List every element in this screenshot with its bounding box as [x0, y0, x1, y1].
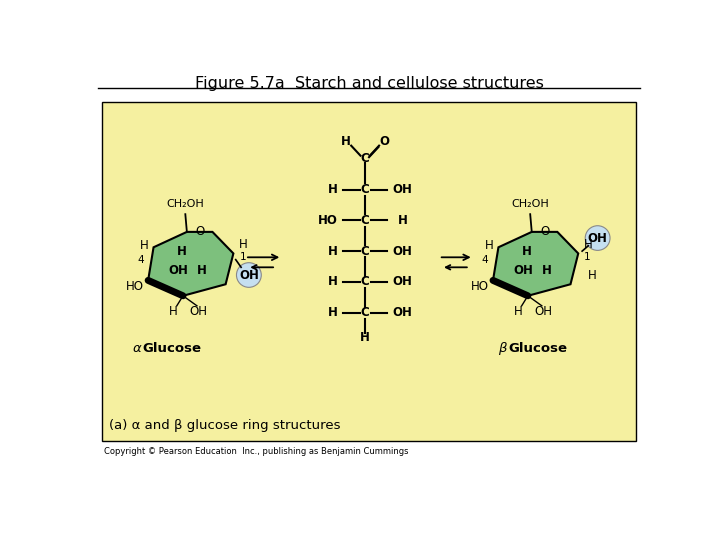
Text: H: H — [584, 238, 593, 251]
Text: Figure 5.7a  Starch and cellulose structures: Figure 5.7a Starch and cellulose structu… — [194, 76, 544, 91]
Text: H: H — [521, 245, 531, 259]
Text: Glucose: Glucose — [508, 342, 567, 355]
Text: Copyright © Pearson Education  Inc., publishing as Benjamin Cummings: Copyright © Pearson Education Inc., publ… — [104, 448, 408, 456]
Circle shape — [236, 262, 261, 287]
Text: H: H — [328, 306, 338, 319]
Text: OH: OH — [392, 306, 413, 319]
Text: CH₂OH: CH₂OH — [166, 199, 204, 209]
Bar — [102, 102, 636, 441]
Text: H: H — [197, 264, 207, 277]
Text: H: H — [328, 183, 338, 196]
Text: H: H — [514, 305, 523, 318]
Text: CH₂OH: CH₂OH — [511, 199, 549, 209]
Text: Glucose: Glucose — [143, 342, 202, 355]
Text: 1: 1 — [584, 252, 591, 262]
Text: (a) α and β glucose ring structures: (a) α and β glucose ring structures — [109, 419, 341, 432]
Text: HO: HO — [126, 280, 144, 293]
Text: H: H — [541, 264, 552, 277]
Text: H: H — [485, 239, 493, 252]
Text: H: H — [328, 245, 338, 258]
Text: OH: OH — [168, 264, 189, 277]
Text: C: C — [361, 245, 369, 258]
Text: OH: OH — [189, 305, 207, 318]
Text: C: C — [361, 214, 369, 227]
Circle shape — [585, 226, 610, 251]
Text: 1: 1 — [239, 252, 246, 262]
Text: O: O — [379, 136, 390, 148]
Text: O: O — [540, 225, 549, 238]
Text: HO: HO — [318, 214, 338, 227]
Text: C: C — [361, 306, 369, 319]
Text: β: β — [498, 342, 511, 355]
Text: OH: OH — [534, 305, 552, 318]
Text: H: H — [239, 238, 248, 251]
Text: α: α — [132, 342, 145, 355]
Polygon shape — [148, 232, 233, 296]
Text: 4: 4 — [137, 255, 144, 265]
Text: 4: 4 — [482, 255, 489, 265]
Text: OH: OH — [392, 245, 413, 258]
Text: C: C — [361, 183, 369, 196]
Text: H: H — [341, 136, 351, 148]
Text: H: H — [140, 239, 148, 252]
Text: C: C — [361, 275, 369, 288]
Text: C: C — [361, 152, 369, 165]
Text: OH: OH — [392, 183, 413, 196]
Text: OH: OH — [392, 275, 413, 288]
Text: H: H — [328, 275, 338, 288]
Text: OH: OH — [588, 232, 608, 245]
Text: H: H — [588, 268, 597, 281]
Text: O: O — [195, 225, 204, 238]
Text: OH: OH — [513, 264, 534, 277]
Text: H: H — [176, 245, 186, 259]
Text: H: H — [397, 214, 408, 227]
Polygon shape — [493, 232, 578, 296]
Text: H: H — [169, 305, 178, 318]
Text: OH: OH — [239, 268, 258, 281]
Text: H: H — [360, 331, 370, 344]
Text: HO: HO — [471, 280, 489, 293]
